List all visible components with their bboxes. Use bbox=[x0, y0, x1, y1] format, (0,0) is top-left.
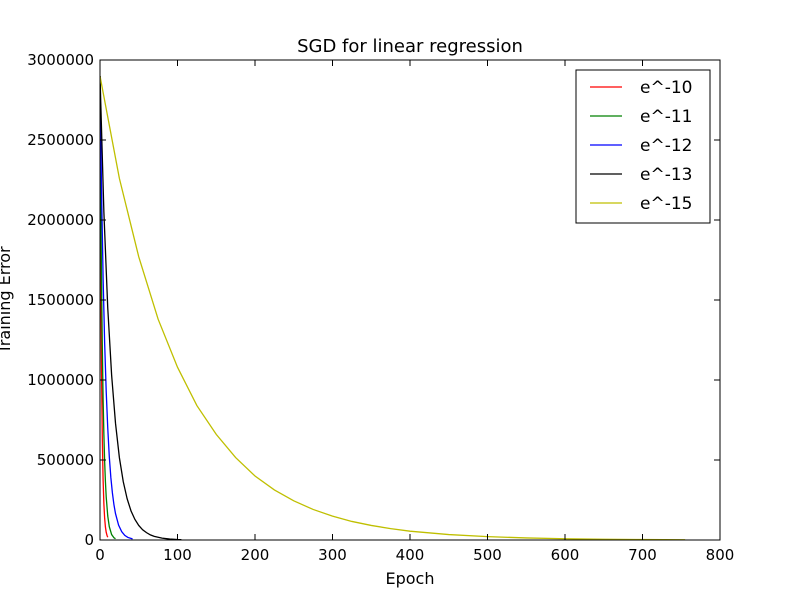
y-tick-label-4: 2000000 bbox=[27, 211, 94, 229]
x-tick-label-7: 700 bbox=[628, 546, 657, 564]
chart-title: SGD for linear regression bbox=[297, 36, 523, 57]
y-tick-label-6: 3000000 bbox=[27, 51, 94, 69]
x-tick-label-8: 800 bbox=[706, 546, 735, 564]
legend-label-4: e^-15 bbox=[640, 194, 692, 214]
series-line-1 bbox=[100, 75, 116, 540]
x-axis-label: Epoch bbox=[386, 569, 435, 588]
y-tick-label-3: 1500000 bbox=[27, 291, 94, 309]
legend-label-1: e^-11 bbox=[640, 107, 692, 127]
x-tick-label-1: 100 bbox=[163, 546, 192, 564]
legend-label-2: e^-12 bbox=[640, 136, 692, 156]
y-tick-label-2: 1000000 bbox=[27, 371, 94, 389]
x-axis: 0 100 200 300 400 500 600 700 800 bbox=[95, 60, 734, 564]
x-tick-label-2: 200 bbox=[241, 546, 270, 564]
x-tick-label-0: 0 bbox=[95, 546, 105, 564]
x-tick-label-4: 400 bbox=[396, 546, 425, 564]
series-line-0 bbox=[100, 75, 109, 538]
x-tick-label-5: 500 bbox=[473, 546, 502, 564]
legend-box bbox=[575, 69, 711, 224]
y-tick-label-0: 0 bbox=[84, 531, 94, 549]
y-tick-label-5: 2500000 bbox=[27, 131, 94, 149]
series-line-2 bbox=[100, 75, 133, 540]
series-line-4 bbox=[100, 75, 686, 540]
legend-label-3: e^-13 bbox=[640, 165, 692, 185]
y-axis-label: Training Error bbox=[0, 246, 14, 355]
y-axis: 0 500000 1000000 1500000 2000000 2500000 30000… bbox=[27, 51, 720, 549]
series-line-3 bbox=[100, 75, 182, 540]
legend-label-0: e^-10 bbox=[640, 78, 692, 98]
x-tick-label-6: 600 bbox=[551, 546, 580, 564]
y-tick-label-1: 500000 bbox=[37, 451, 94, 469]
legend: e^-10 e^-11 e^-12 e^-13 e^-15 bbox=[575, 69, 711, 224]
x-tick-label-3: 300 bbox=[318, 546, 347, 564]
series-layer bbox=[100, 75, 686, 540]
